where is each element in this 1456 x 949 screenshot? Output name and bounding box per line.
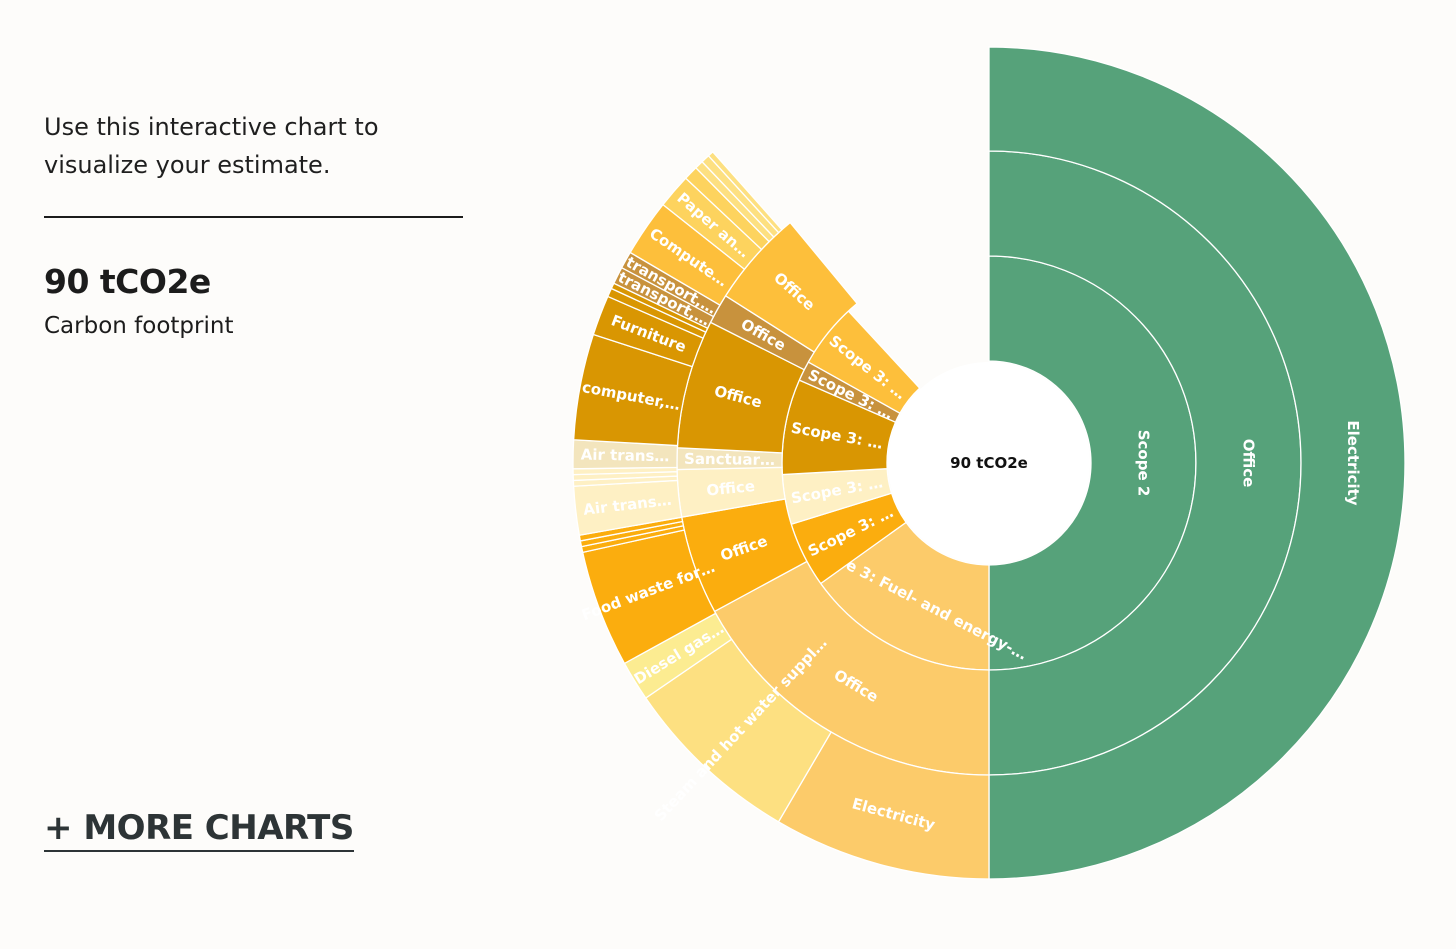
more-charts-link[interactable]: + MORE CHARTS bbox=[44, 808, 354, 852]
chart-area: Scope 2 Scope 3: Fuel- and energy-… Scope … bbox=[540, 0, 1456, 949]
divider bbox=[44, 216, 463, 218]
total-emissions-label: Carbon footprint bbox=[44, 313, 234, 339]
intro-text: Use this interactive chart to visualize … bbox=[44, 113, 379, 179]
total-emissions-value: 90 tCO2e bbox=[44, 262, 211, 301]
center-hole[interactable] bbox=[888, 362, 1090, 564]
info-panel: Use this interactive chart to visualize … bbox=[0, 0, 520, 949]
segment-electricity-r3-1[interactable] bbox=[988, 46, 1406, 880]
center-total-label: 90 tCO2e bbox=[950, 454, 1028, 472]
segment-unlabeled-r3-25[interactable] bbox=[707, 150, 783, 234]
